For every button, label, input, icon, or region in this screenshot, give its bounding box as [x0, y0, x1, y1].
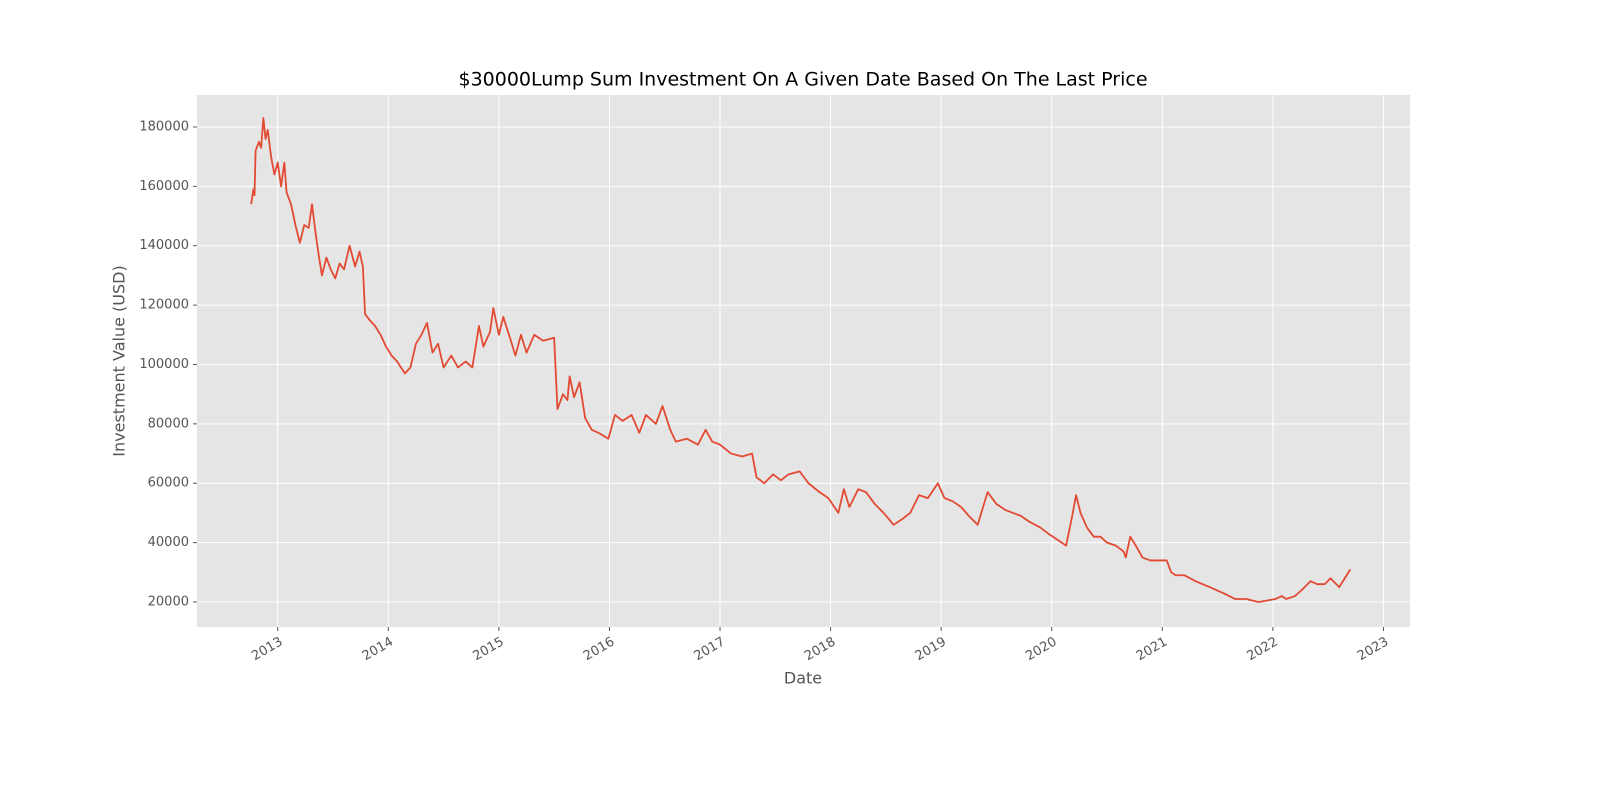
x-tick-label: 2018 [802, 635, 838, 665]
y-tick-label: 40000 [148, 535, 189, 550]
x-tick-label: 2017 [692, 635, 728, 665]
x-axis-label: Date [784, 669, 822, 688]
y-tick-label: 120000 [139, 298, 189, 313]
x-tick-label: 2023 [1355, 635, 1391, 665]
chart-title: $30000Lump Sum Investment On A Given Dat… [458, 69, 1147, 91]
plot-area [197, 95, 1410, 627]
y-tick-label: 180000 [139, 119, 189, 134]
x-tick-label: 2019 [913, 635, 949, 665]
y-tick-label: 60000 [148, 476, 189, 491]
x-tick-label: 2022 [1244, 635, 1280, 665]
x-tick-label: 2020 [1023, 635, 1059, 665]
y-tick-label: 80000 [148, 416, 189, 431]
x-tick-label: 2014 [360, 635, 396, 665]
x-tick-label: 2021 [1134, 635, 1170, 665]
y-tick-label: 140000 [139, 238, 189, 253]
y-tick-label: 100000 [139, 357, 189, 372]
y-tick-label: 160000 [139, 179, 189, 194]
data-line [250, 117, 1352, 603]
x-tick-label: 2013 [249, 635, 285, 665]
x-tick-label: 2015 [470, 635, 506, 665]
y-tick-label: 20000 [148, 595, 189, 610]
y-axis-label: Investment Value (USD) [110, 265, 129, 456]
x-tick-label: 2016 [581, 635, 617, 665]
